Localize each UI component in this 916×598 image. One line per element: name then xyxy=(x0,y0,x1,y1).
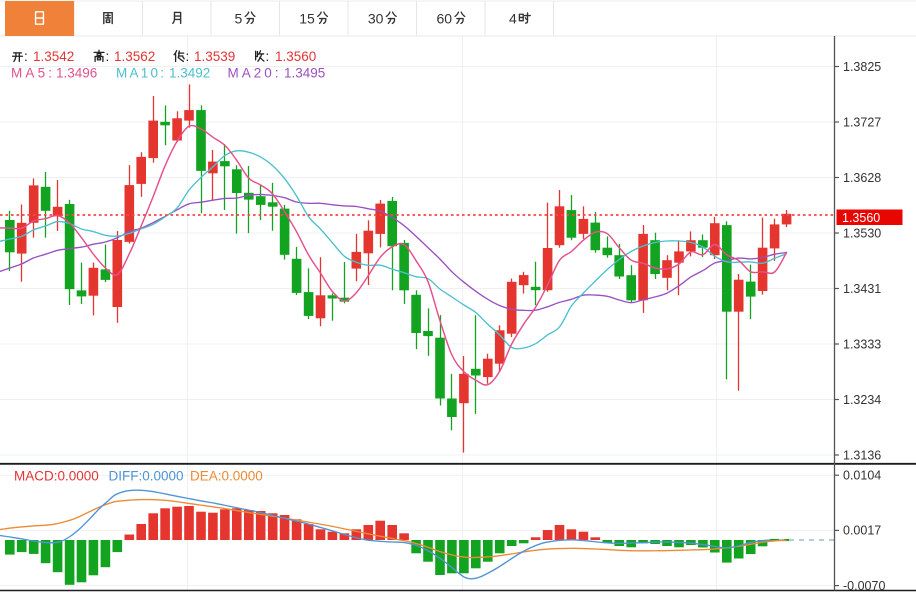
svg-text::: : xyxy=(186,49,190,64)
svg-text:MA20:: MA20: xyxy=(228,66,279,81)
svg-text::: : xyxy=(24,49,28,64)
svg-text:1.3727: 1.3727 xyxy=(843,115,881,129)
svg-text:MA10:: MA10: xyxy=(116,66,164,81)
svg-text::: : xyxy=(266,49,270,64)
svg-text:0.0017: 0.0017 xyxy=(843,524,881,538)
svg-text:1.3542: 1.3542 xyxy=(33,49,74,64)
svg-text:1.3495: 1.3495 xyxy=(284,66,325,81)
svg-text:1.3492: 1.3492 xyxy=(169,66,210,81)
svg-text:0.0104: 0.0104 xyxy=(843,469,881,483)
svg-text:1.3136: 1.3136 xyxy=(843,448,881,462)
svg-text:1.3234: 1.3234 xyxy=(843,393,881,407)
svg-text:MACD:0.0000: MACD:0.0000 xyxy=(14,469,99,484)
svg-text:1.3560: 1.3560 xyxy=(842,211,880,225)
svg-text:1.3530: 1.3530 xyxy=(843,226,881,240)
svg-text:1.3496: 1.3496 xyxy=(56,66,97,81)
svg-text:4: 4 xyxy=(509,11,517,27)
svg-text:60: 60 xyxy=(437,11,453,27)
svg-text:5: 5 xyxy=(235,11,243,27)
svg-text:30: 30 xyxy=(368,11,384,27)
svg-text:1.3560: 1.3560 xyxy=(275,49,316,64)
svg-text:-0.0070: -0.0070 xyxy=(843,579,885,593)
svg-text:1.3333: 1.3333 xyxy=(843,337,881,351)
svg-text:MA5:: MA5: xyxy=(11,66,52,81)
svg-text:1.3825: 1.3825 xyxy=(843,60,881,74)
svg-text:DEA:0.0000: DEA:0.0000 xyxy=(190,469,263,484)
svg-text:15: 15 xyxy=(299,11,315,27)
svg-text:1.3539: 1.3539 xyxy=(194,49,235,64)
svg-text:1.3628: 1.3628 xyxy=(843,171,881,185)
svg-text:1.3562: 1.3562 xyxy=(114,49,155,64)
svg-text:1.3431: 1.3431 xyxy=(843,282,881,296)
svg-text::: : xyxy=(106,49,110,64)
svg-text:DIFF:0.0000: DIFF:0.0000 xyxy=(109,469,184,484)
